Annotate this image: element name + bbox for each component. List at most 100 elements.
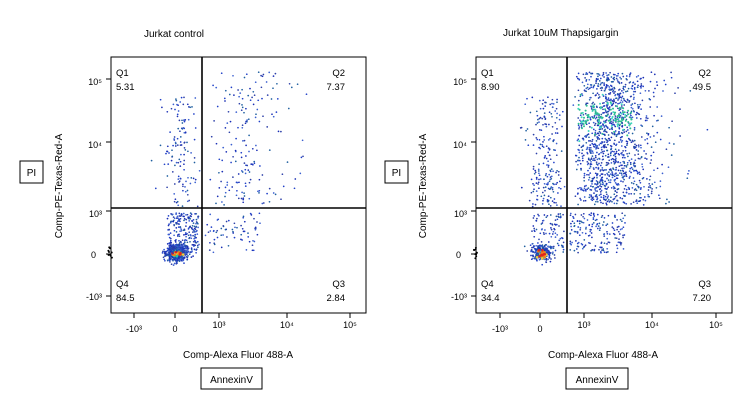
event-dot	[611, 87, 614, 90]
event-dot	[603, 82, 605, 84]
event-dot	[599, 174, 601, 177]
event-dot	[182, 212, 185, 215]
event-dot	[603, 169, 606, 171]
event-dot	[591, 142, 594, 145]
event-dot	[637, 153, 640, 156]
event-dot	[630, 87, 633, 90]
event-dot	[233, 236, 236, 239]
event-dot	[591, 236, 593, 239]
event-dot	[553, 139, 555, 141]
event-dot	[221, 159, 224, 162]
pi-label-box	[19, 160, 44, 184]
event-dot	[231, 186, 234, 188]
event-dot	[611, 200, 613, 203]
event-dot	[593, 145, 595, 148]
event-dot	[580, 242, 583, 245]
event-dot	[580, 188, 582, 191]
event-dot	[245, 120, 247, 123]
event-dot	[228, 131, 231, 134]
event-dot	[589, 165, 592, 168]
event-dot	[603, 141, 606, 143]
event-dot	[251, 244, 254, 247]
event-dot	[592, 101, 594, 104]
event-dot	[612, 185, 615, 188]
event-dot	[597, 186, 599, 189]
event-dot	[624, 86, 627, 88]
event-dot	[539, 143, 542, 146]
event-dot	[593, 133, 596, 136]
event-dot	[650, 190, 653, 193]
event-dot	[605, 96, 607, 99]
event-dot	[537, 248, 541, 252]
event-dot	[604, 108, 607, 111]
event-dot	[615, 251, 618, 254]
event-dot	[590, 212, 593, 214]
event-dot	[611, 226, 614, 228]
event-dot	[613, 150, 615, 153]
event-dot	[173, 138, 175, 140]
event-dot	[605, 72, 607, 74]
event-dot	[590, 105, 592, 108]
event-dot	[556, 101, 558, 104]
event-dot	[178, 244, 181, 247]
event-dot	[179, 217, 182, 220]
event-dot	[183, 168, 185, 171]
event-dot	[590, 75, 592, 78]
event-dot	[617, 80, 619, 83]
event-dot	[180, 230, 183, 232]
event-dot	[212, 84, 214, 87]
event-dot	[597, 225, 600, 227]
x-tick-label: 10⁴	[280, 320, 294, 330]
event-dot	[625, 115, 628, 117]
event-dot	[569, 240, 572, 243]
event-dot	[599, 132, 602, 134]
event-dot	[622, 248, 625, 250]
event-dot	[589, 150, 592, 152]
event-dot	[650, 154, 653, 157]
event-dot	[586, 119, 589, 122]
event-dot	[600, 162, 603, 164]
event-dot	[168, 256, 171, 259]
event-dot	[540, 241, 543, 243]
q2-name: Q2	[698, 68, 711, 79]
event-dot	[175, 243, 178, 246]
event-dot	[196, 205, 199, 208]
event-dot	[601, 155, 604, 158]
event-dot	[164, 255, 167, 257]
event-dot	[593, 124, 596, 127]
event-dot	[590, 185, 592, 187]
event-dot	[585, 72, 588, 74]
event-dot	[635, 199, 638, 201]
event-dot	[619, 136, 622, 139]
event-dot	[198, 243, 200, 246]
event-dot	[186, 256, 189, 259]
event-dot	[220, 246, 223, 249]
event-dot	[588, 194, 591, 196]
event-dot	[635, 169, 638, 172]
event-dot	[628, 159, 631, 162]
event-dot	[592, 92, 594, 95]
event-dot	[628, 188, 631, 191]
event-dot	[556, 181, 559, 184]
q4-name: Q4	[481, 279, 494, 290]
event-dot	[532, 225, 535, 227]
event-dot	[595, 148, 597, 150]
event-dot	[621, 135, 623, 138]
event-dot	[590, 214, 592, 217]
event-dot	[599, 183, 602, 185]
event-dot	[245, 107, 247, 110]
event-dot	[634, 159, 637, 162]
event-dot	[601, 87, 604, 89]
event-dot	[163, 251, 166, 253]
event-dot	[577, 117, 580, 119]
event-dot	[183, 257, 186, 259]
event-dot	[591, 138, 594, 141]
event-dot	[603, 251, 606, 254]
event-dot	[594, 172, 597, 175]
event-dot	[637, 144, 640, 146]
event-dot	[599, 87, 602, 90]
event-dot	[169, 252, 172, 255]
event-dot	[596, 227, 599, 230]
event-dot	[577, 187, 579, 190]
event-dot	[635, 149, 638, 151]
